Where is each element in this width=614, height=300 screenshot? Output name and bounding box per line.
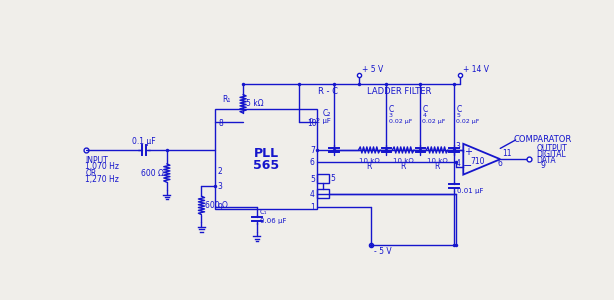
Text: 3: 3 — [456, 142, 460, 152]
Text: 10 kΩ: 10 kΩ — [427, 158, 448, 164]
Text: - 5 V: - 5 V — [374, 247, 392, 256]
Text: 5 kΩ: 5 kΩ — [246, 99, 264, 108]
Text: 6: 6 — [310, 158, 315, 167]
Text: DATA: DATA — [537, 156, 556, 165]
Text: 4: 4 — [310, 190, 315, 199]
Text: OR: OR — [85, 169, 96, 178]
Text: R: R — [367, 162, 372, 171]
Text: 3: 3 — [389, 113, 392, 118]
Text: 4: 4 — [422, 113, 427, 118]
Text: C: C — [456, 105, 462, 114]
Bar — [317, 189, 328, 199]
Text: 5: 5 — [310, 175, 315, 184]
Text: C: C — [389, 105, 394, 114]
Text: −: − — [463, 161, 473, 171]
Text: 600 Ω: 600 Ω — [204, 201, 227, 210]
Text: COMPARATOR: COMPARATOR — [513, 135, 572, 144]
Text: OUTPUT: OUTPUT — [537, 144, 567, 153]
Text: 10 kΩ: 10 kΩ — [393, 158, 414, 164]
Text: 565: 565 — [253, 159, 279, 172]
Text: 2: 2 — [217, 167, 222, 176]
Text: 0.02 µF: 0.02 µF — [422, 119, 446, 124]
Text: C₂: C₂ — [322, 109, 331, 118]
Text: 1,070 Hz: 1,070 Hz — [85, 162, 119, 171]
Text: 0.02 µF: 0.02 µF — [389, 119, 412, 124]
Text: 7: 7 — [310, 146, 315, 155]
Text: C: C — [422, 105, 428, 114]
Text: 0.1 µF: 0.1 µF — [132, 137, 155, 146]
Text: 0.06 µF: 0.06 µF — [260, 218, 287, 224]
Text: 8: 8 — [219, 118, 223, 127]
Text: 10: 10 — [307, 118, 316, 127]
Text: 0.02 µF: 0.02 µF — [456, 119, 480, 124]
Text: C₁: C₁ — [260, 208, 268, 214]
Text: 0.01 µF: 0.01 µF — [457, 188, 484, 194]
Text: INPUT: INPUT — [85, 156, 108, 165]
Text: 11: 11 — [502, 149, 511, 158]
Text: 5: 5 — [456, 113, 460, 118]
Text: 10 kΩ: 10 kΩ — [359, 158, 379, 164]
Text: 6: 6 — [497, 159, 502, 168]
Text: 5: 5 — [331, 174, 336, 183]
Text: 1: 1 — [310, 203, 315, 212]
Text: LADDER FILTER: LADDER FILTER — [367, 87, 432, 96]
Text: PLL: PLL — [254, 146, 279, 160]
Text: +: + — [464, 147, 472, 158]
Text: + 5 V: + 5 V — [362, 64, 384, 74]
Text: R - C: R - C — [318, 87, 338, 96]
Text: DIGITAL: DIGITAL — [537, 150, 566, 159]
Text: 4: 4 — [456, 159, 460, 168]
Text: 1,270 Hz: 1,270 Hz — [85, 175, 119, 184]
Text: 9: 9 — [540, 161, 545, 170]
Text: + 14 V: + 14 V — [464, 64, 489, 74]
Bar — [216, 109, 317, 209]
Text: 710: 710 — [471, 157, 485, 166]
Text: 0.2 µF: 0.2 µF — [309, 118, 331, 124]
Text: R: R — [400, 162, 406, 171]
Text: 3: 3 — [217, 182, 222, 191]
Bar — [317, 174, 328, 183]
Text: R: R — [435, 162, 440, 171]
Text: 9: 9 — [217, 203, 222, 212]
Text: 600 Ω: 600 Ω — [141, 169, 164, 178]
Text: R₁: R₁ — [222, 94, 231, 103]
